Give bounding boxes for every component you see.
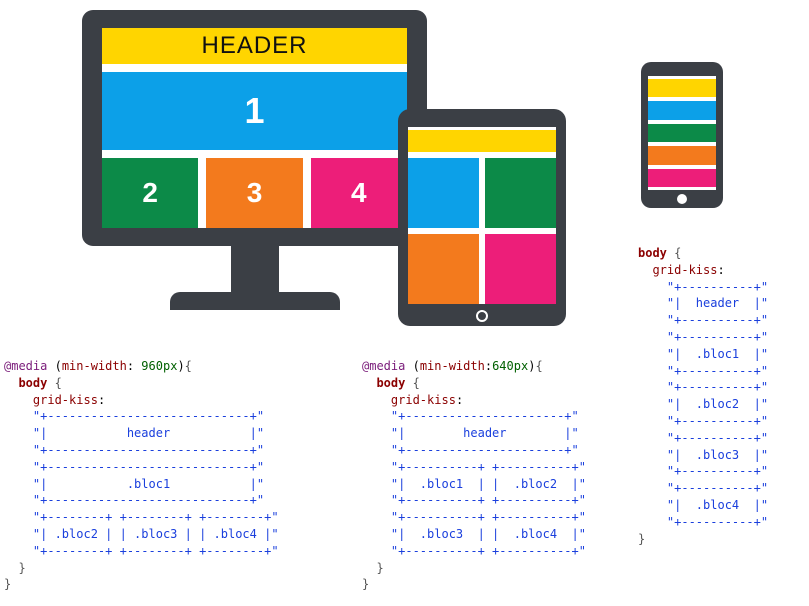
tablet-screen bbox=[408, 127, 556, 304]
desktop-stand-base bbox=[170, 292, 340, 310]
desktop-bloc1: 1 bbox=[102, 72, 407, 150]
tablet-bloc4 bbox=[485, 234, 556, 304]
desktop-screen: HEADER 1 2 3 4 bbox=[102, 28, 407, 228]
phone-bloc2 bbox=[648, 124, 716, 142]
phone-bloc1 bbox=[648, 101, 716, 119]
desktop-frame: HEADER 1 2 3 4 bbox=[82, 10, 427, 246]
code-tablet: @media (min-width:640px){ body { grid-ki… bbox=[362, 358, 622, 593]
tablet-grid bbox=[408, 158, 556, 304]
desktop-device: HEADER 1 2 3 4 bbox=[82, 10, 427, 330]
desktop-bloc2: 2 bbox=[102, 158, 198, 228]
desktop-bloc4: 4 bbox=[311, 158, 407, 228]
phone-header-bloc bbox=[648, 79, 716, 97]
code-mobile: body { grid-kiss: "+----------+" "| head… bbox=[638, 245, 808, 547]
tablet-bloc2 bbox=[485, 158, 556, 228]
tablet-bloc3 bbox=[408, 234, 479, 304]
phone-screen bbox=[648, 76, 716, 190]
desktop-bloc3: 3 bbox=[206, 158, 302, 228]
phone-device bbox=[641, 62, 723, 208]
code-desktop: @media (min-width: 960px){ body { grid-k… bbox=[4, 358, 324, 593]
tablet-header-bloc bbox=[408, 130, 556, 152]
desktop-stand-neck bbox=[231, 246, 279, 292]
tablet-device bbox=[398, 109, 566, 326]
tablet-bloc1 bbox=[408, 158, 479, 228]
phone-bloc4 bbox=[648, 169, 716, 187]
tablet-home-button-icon bbox=[476, 310, 488, 322]
phone-bloc3 bbox=[648, 146, 716, 164]
desktop-header-bloc: HEADER bbox=[102, 28, 407, 64]
phone-home-button-icon bbox=[677, 194, 687, 204]
desktop-bottom-row: 2 3 4 bbox=[102, 158, 407, 228]
